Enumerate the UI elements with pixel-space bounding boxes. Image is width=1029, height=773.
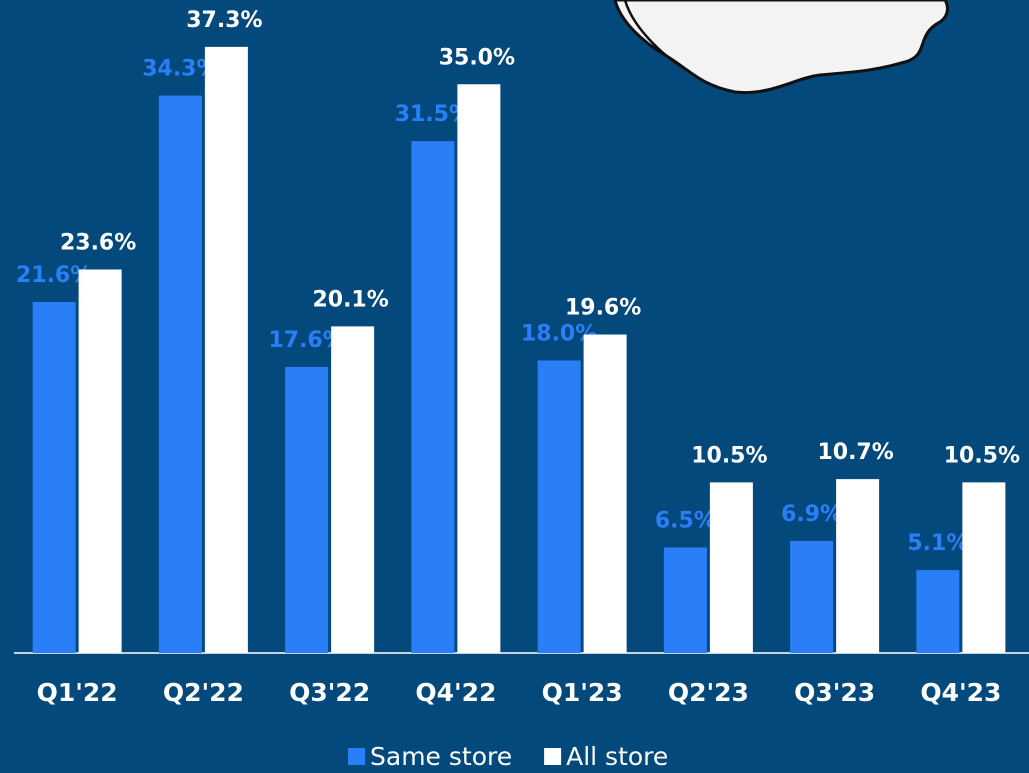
x-tick-label: Q1'23 (542, 678, 623, 707)
legend-swatch (348, 748, 365, 765)
x-tick-label: Q2'22 (163, 678, 244, 707)
value-label: 23.6% (60, 231, 136, 256)
bar (710, 482, 753, 653)
legend-label: Same store (370, 742, 512, 771)
value-label: 10.7% (817, 440, 893, 465)
background (0, 0, 1029, 773)
bar (790, 541, 833, 653)
value-label: 10.5% (944, 443, 1020, 468)
x-tick-label: Q3'22 (289, 678, 370, 707)
legend-swatch (544, 748, 561, 765)
value-label: 20.1% (312, 287, 388, 312)
value-label: 37.3% (186, 8, 262, 33)
bar (836, 479, 879, 653)
bar (331, 326, 374, 653)
x-tick-label: Q1'22 (37, 678, 118, 707)
bar (79, 270, 122, 654)
bar (538, 361, 581, 654)
bar (159, 96, 202, 653)
bar (411, 141, 454, 653)
bar (916, 570, 959, 653)
chart: Q1'2221.6%23.6%Q2'2234.3%37.3%Q3'2217.6%… (0, 0, 1029, 773)
x-tick-label: Q4'23 (920, 678, 1001, 707)
value-label: 10.5% (691, 443, 767, 468)
bar (664, 547, 707, 653)
value-label: 5.1% (907, 531, 968, 556)
bar (962, 482, 1005, 653)
value-label: 6.5% (655, 508, 716, 533)
legend-label: All store (566, 742, 668, 771)
x-tick-label: Q4'22 (415, 678, 496, 707)
x-tick-label: Q2'23 (668, 678, 749, 707)
bar (584, 335, 627, 654)
page: Q1'2221.6%23.6%Q2'2234.3%37.3%Q3'2217.6%… (0, 0, 1029, 773)
bar (285, 367, 328, 653)
bar (33, 302, 76, 653)
bar (205, 47, 248, 653)
x-tick-label: Q3'23 (794, 678, 875, 707)
bar (457, 84, 500, 653)
value-label: 6.9% (781, 502, 842, 527)
value-label: 19.6% (565, 296, 641, 321)
value-label: 35.0% (439, 45, 515, 70)
